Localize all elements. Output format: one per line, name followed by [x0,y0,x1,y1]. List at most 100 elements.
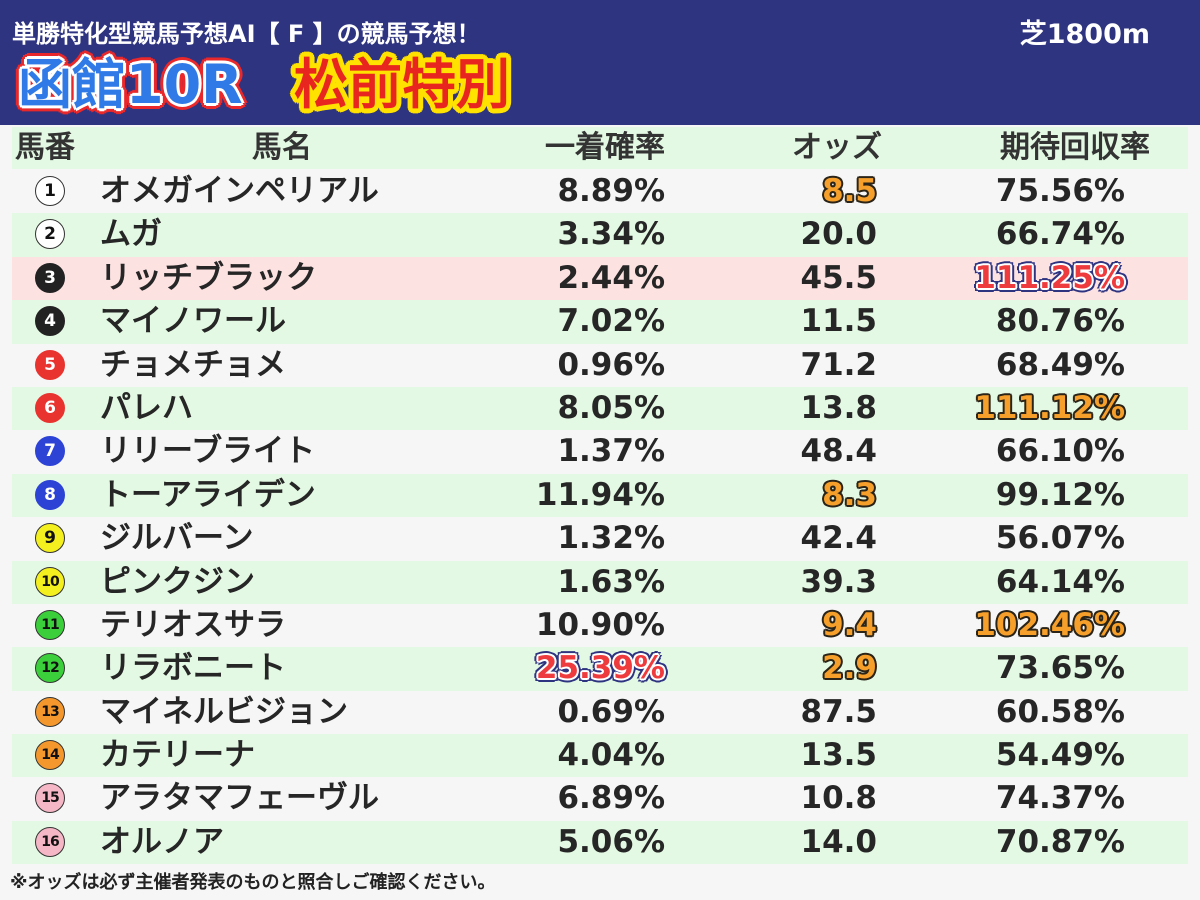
horse-number-badge: 10 [35,566,65,597]
table-row: 4 マイノワール 7.02% 11.5 80.76% [12,300,1188,344]
prediction-table-body: 1 オメガインペリアル 8.89% 8.5 75.56% 2 ムガ 3.34% 20.0 66.7… [12,170,1188,865]
table-row: 8 トーアライデン 11.94% 8.3 99.12% [12,473,1188,518]
horse-name: アラタマフェーヴル [100,780,379,817]
column-header-odds: オッズ [792,130,882,165]
table-row: 6 パレハ 8.05% 13.8 111.12% [12,386,1188,431]
horse-name: テリオスサラ [100,606,286,643]
horse-number-badge: 11 [35,609,65,640]
table-row: 12 リラボニート 25.39% 2.9 73.65% [12,647,1188,691]
odds: 9.4 [822,606,877,643]
win-probability: 6.89% [557,780,665,817]
win-probability: 8.05% [557,389,665,426]
table-row: 7 リリーブライト 1.37% 48.4 66.10% [12,430,1188,473]
horse-name: パレハ [100,389,193,426]
expected-return: 70.87% [995,823,1125,860]
table-row: 5 チョメチョメ 0.96% 71.2 68.49% [12,344,1188,387]
column-header-number: 馬番 [15,130,75,165]
win-probability: 5.06% [557,823,665,860]
odds: 8.3 [822,476,877,513]
horse-number-badge: 4 [35,306,65,337]
odds: 87.5 [800,693,878,730]
horse-number-badge: 16 [35,826,65,857]
horse-name: マイネルビジョン [100,693,348,730]
expected-return: 54.49% [995,737,1125,774]
win-probability: 11.94% [535,476,665,513]
table-row: 14 カテリーナ 4.04% 13.5 54.49% [12,734,1188,778]
odds: 20.0 [800,216,878,253]
table-row: 3 リッチブラック 2.44% 45.5 111.25% [12,256,1188,301]
table-row: 9 ジルバーン 1.32% 42.4 56.07% [12,517,1188,560]
horse-number-badge: 7 [35,436,65,467]
footer-note: ※オッズは必ず主催者発表のものと照合しご確認ください。 [10,872,496,893]
table-row: 16 オルノア 5.06% 14.0 70.87% [12,820,1188,865]
win-probability: 4.04% [557,737,665,774]
race-name: 松前特別 [294,53,510,116]
win-probability: 0.69% [557,693,665,730]
horse-number-badge: 14 [35,740,65,771]
odds: 39.3 [800,563,878,600]
page-title: 単勝特化型競馬予想AI【 F 】の競馬予想！ [12,20,481,48]
expected-return: 102.46% [974,606,1125,643]
column-header-win-probability: 一着確率 [545,130,665,165]
column-header-name: 馬名 [252,130,312,165]
horse-number-badge: 9 [35,523,65,554]
horse-number-badge: 15 [35,783,65,814]
table-row: 11 テリオスサラ 10.90% 9.4 102.46% [12,604,1188,647]
win-probability: 3.34% [557,216,665,253]
horse-number-badge: 13 [35,696,65,727]
table-header-row: 馬番 馬名 一着確率 オッズ 期待回収率 [12,127,1188,169]
win-probability: 8.89% [557,173,665,209]
expected-return: 66.74% [995,216,1125,253]
odds: 2.9 [822,650,877,687]
odds: 45.5 [800,259,878,296]
horse-name: リラボニート [100,650,286,687]
horse-name: カテリーナ [100,737,255,774]
expected-return: 74.37% [995,780,1125,817]
win-probability: 10.90% [535,606,665,643]
odds: 14.0 [800,823,878,860]
horse-number-badge: 12 [35,653,65,684]
horse-number-badge: 3 [35,262,65,293]
horse-number-badge: 6 [35,392,65,423]
race-number: 函館10R [18,53,243,116]
expected-return: 56.07% [995,520,1125,557]
horse-name: ジルバーン [100,520,254,557]
course-label: 芝1800m [1019,19,1150,50]
table-row: 15 アラタマフェーヴル 6.89% 10.8 74.37% [12,777,1188,820]
odds: 10.8 [800,780,878,817]
odds: 13.8 [800,389,878,426]
win-probability: 25.39% [535,650,665,687]
column-header-expected-return: 期待回収率 [1000,130,1150,165]
win-probability: 1.32% [557,520,665,557]
odds: 48.4 [800,433,878,470]
win-probability: 7.02% [557,303,665,340]
expected-return: 64.14% [995,563,1125,600]
odds: 13.5 [800,737,878,774]
horse-number-badge: 2 [35,219,65,250]
odds: 42.4 [800,520,878,557]
odds: 71.2 [800,346,878,383]
horse-name: ピンクジン [100,563,255,600]
table-row: 10 ピンクジン 1.63% 39.3 64.14% [12,560,1188,604]
header-banner: 単勝特化型競馬予想AI【 F 】の競馬予想！ 芝1800m 函館10R 松前特別 [0,0,1200,125]
table-row: 2 ムガ 3.34% 20.0 66.74% [12,213,1188,257]
win-probability: 0.96% [557,346,665,383]
horse-name: オメガインペリアル [100,173,379,209]
horse-name: オルノア [100,823,224,860]
table-row: 13 マイネルビジョン 0.69% 87.5 60.58% [12,691,1188,734]
horse-name: トーアライデン [100,476,316,513]
horse-name: リッチブラック [100,259,317,296]
horse-number-badge: 1 [35,176,65,206]
horse-number-badge: 8 [35,479,65,510]
horse-name: リリーブライト [100,433,316,470]
odds: 8.5 [822,173,877,209]
horse-name: ムガ [100,216,162,253]
expected-return: 75.56% [995,173,1125,209]
expected-return: 60.58% [995,693,1125,730]
win-probability: 2.44% [557,259,665,296]
expected-return: 111.25% [974,259,1125,296]
horse-name: チョメチョメ [100,346,286,383]
expected-return: 111.12% [974,389,1125,426]
expected-return: 66.10% [995,433,1125,470]
horse-name: マイノワール [100,303,286,340]
